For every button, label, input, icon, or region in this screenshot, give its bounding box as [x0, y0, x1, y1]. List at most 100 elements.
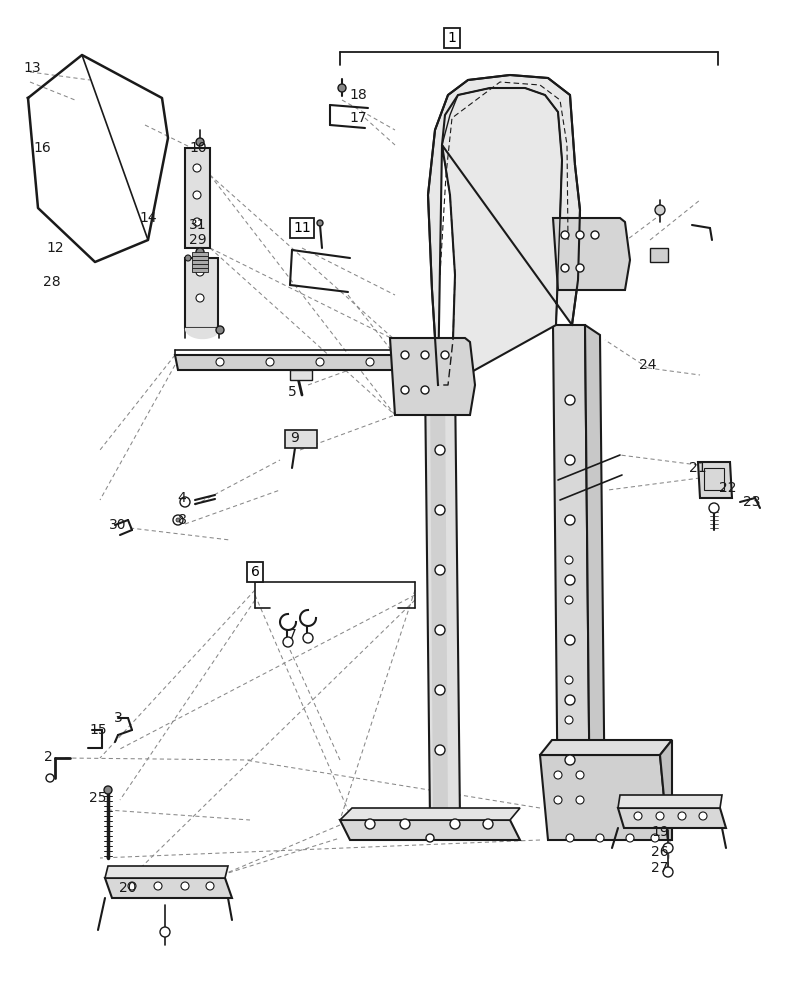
Text: 28: 28 — [43, 275, 61, 289]
Polygon shape — [697, 462, 731, 498]
Text: 5: 5 — [287, 385, 296, 399]
Polygon shape — [185, 148, 210, 248]
Circle shape — [677, 812, 685, 820]
Text: 21: 21 — [689, 461, 706, 475]
Bar — [703, 468, 723, 490]
Circle shape — [663, 843, 672, 853]
Polygon shape — [659, 740, 672, 840]
Circle shape — [560, 231, 569, 239]
Text: 11: 11 — [293, 221, 311, 235]
Circle shape — [435, 565, 444, 575]
Circle shape — [564, 756, 573, 764]
Polygon shape — [340, 808, 519, 820]
Circle shape — [564, 716, 573, 724]
Circle shape — [633, 812, 642, 820]
Polygon shape — [539, 755, 667, 840]
Polygon shape — [557, 480, 581, 800]
Circle shape — [401, 351, 409, 359]
Polygon shape — [552, 218, 629, 290]
Polygon shape — [584, 325, 604, 830]
Text: 12: 12 — [46, 241, 64, 255]
Text: 25: 25 — [89, 791, 106, 805]
Bar — [649, 248, 667, 262]
Text: 30: 30 — [109, 518, 127, 532]
Circle shape — [565, 834, 573, 842]
Text: 1: 1 — [447, 31, 456, 45]
Circle shape — [46, 774, 54, 782]
Circle shape — [435, 745, 444, 755]
Polygon shape — [389, 338, 474, 415]
Text: 8: 8 — [178, 513, 187, 527]
Circle shape — [483, 819, 492, 829]
Circle shape — [564, 556, 573, 564]
Bar — [191, 252, 208, 256]
Circle shape — [435, 625, 444, 635]
Text: 24: 24 — [638, 358, 656, 372]
Text: 22: 22 — [719, 481, 736, 495]
Text: 20: 20 — [119, 881, 136, 895]
Circle shape — [420, 351, 428, 359]
Circle shape — [195, 294, 204, 302]
Circle shape — [206, 882, 214, 890]
Polygon shape — [617, 808, 725, 828]
Text: 9: 9 — [290, 431, 299, 445]
Text: 2: 2 — [44, 750, 53, 764]
Circle shape — [564, 695, 574, 705]
Circle shape — [564, 636, 573, 644]
Text: 26: 26 — [650, 845, 668, 859]
Polygon shape — [424, 380, 460, 820]
Text: 15: 15 — [89, 723, 107, 737]
Circle shape — [564, 635, 574, 645]
Polygon shape — [105, 866, 228, 878]
Circle shape — [154, 882, 162, 890]
Circle shape — [160, 927, 169, 937]
Text: 29: 29 — [189, 233, 207, 247]
Circle shape — [420, 386, 428, 394]
Circle shape — [181, 882, 189, 890]
Circle shape — [216, 358, 224, 366]
Bar — [191, 260, 208, 264]
Circle shape — [564, 455, 574, 465]
Circle shape — [698, 812, 706, 820]
Bar — [191, 264, 208, 268]
Circle shape — [266, 358, 273, 366]
Circle shape — [575, 231, 583, 239]
Text: 13: 13 — [24, 61, 41, 75]
Circle shape — [560, 264, 569, 272]
Circle shape — [195, 138, 204, 146]
Bar — [290, 370, 311, 380]
Circle shape — [564, 515, 574, 525]
Circle shape — [216, 326, 224, 334]
Circle shape — [426, 834, 433, 842]
Text: 19: 19 — [650, 825, 668, 839]
Circle shape — [315, 358, 324, 366]
Circle shape — [654, 205, 664, 215]
Circle shape — [180, 497, 190, 507]
Circle shape — [128, 882, 135, 890]
Circle shape — [193, 164, 201, 172]
Polygon shape — [175, 355, 431, 370]
Circle shape — [173, 515, 182, 525]
Circle shape — [195, 268, 204, 276]
Circle shape — [564, 575, 574, 585]
Polygon shape — [340, 820, 519, 840]
Polygon shape — [430, 380, 448, 820]
Polygon shape — [539, 740, 672, 755]
Text: 18: 18 — [349, 88, 367, 102]
Polygon shape — [579, 480, 594, 800]
Polygon shape — [185, 258, 217, 328]
Circle shape — [575, 796, 583, 804]
Circle shape — [575, 264, 583, 272]
Circle shape — [316, 220, 323, 226]
Circle shape — [435, 505, 444, 515]
Circle shape — [176, 518, 180, 522]
Circle shape — [564, 676, 573, 684]
Circle shape — [104, 786, 112, 794]
Circle shape — [400, 819, 410, 829]
Bar — [285, 430, 316, 448]
Text: 10: 10 — [189, 141, 207, 155]
Circle shape — [195, 248, 204, 256]
Polygon shape — [552, 325, 590, 830]
Text: 3: 3 — [114, 711, 122, 725]
Circle shape — [401, 386, 409, 394]
